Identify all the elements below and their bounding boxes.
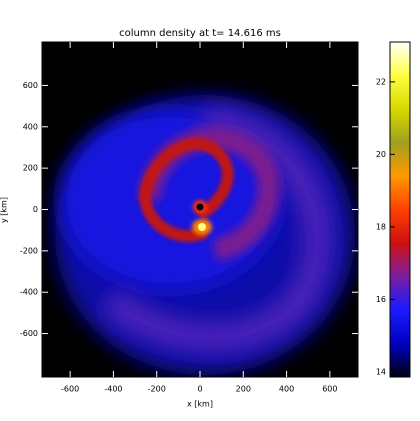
y-tick-label: 200 bbox=[23, 164, 38, 173]
colorbar-tick-label: 18 bbox=[376, 222, 386, 231]
colorbar-tick-label: 16 bbox=[376, 295, 386, 304]
y-tick-label: 0 bbox=[33, 205, 38, 214]
x-tick-label: 400 bbox=[279, 385, 294, 394]
y-tick-label: -400 bbox=[20, 288, 38, 297]
colorbar-tick-label: 22 bbox=[376, 77, 386, 86]
x-tick-label: -400 bbox=[104, 385, 122, 394]
x-tick-label: 200 bbox=[236, 385, 251, 394]
y-tick-label: -200 bbox=[20, 246, 38, 255]
x-tick-label: 600 bbox=[322, 385, 337, 394]
y-tick-label: 600 bbox=[23, 81, 38, 90]
x-axis-label: x [km] bbox=[187, 400, 213, 409]
colorbar-tick-label: 14 bbox=[376, 367, 386, 376]
chart-title: column density at t= 14.616 ms bbox=[119, 28, 281, 39]
y-axis-label: y [km] bbox=[0, 197, 9, 223]
x-tick-label: 0 bbox=[197, 385, 202, 394]
density-field bbox=[42, 42, 358, 377]
x-tick-label: -600 bbox=[61, 385, 79, 394]
colorbar-tick-label: 20 bbox=[376, 150, 386, 159]
y-tick-label: -600 bbox=[20, 329, 38, 338]
y-tick-label: 400 bbox=[23, 122, 38, 131]
colorbar bbox=[389, 41, 411, 378]
x-tick-label: -200 bbox=[148, 385, 166, 394]
